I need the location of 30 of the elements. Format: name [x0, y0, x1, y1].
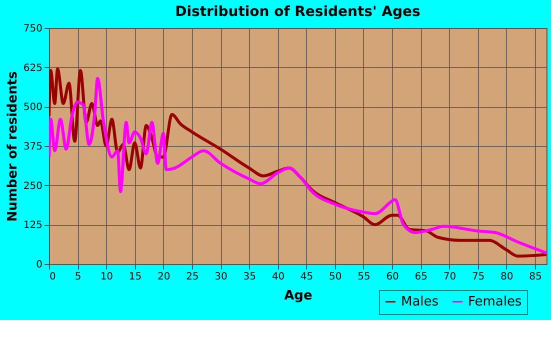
y-tick-label: 750: [23, 24, 42, 35]
legend-label: Males: [400, 294, 439, 310]
y-tick-label: 0: [36, 259, 42, 270]
x-tick-label: 60: [386, 271, 399, 282]
x-tick-label: 75: [472, 271, 485, 282]
y-tick-label: 250: [23, 180, 42, 192]
x-tick-label: 10: [100, 271, 114, 282]
x-tick-label: 0: [50, 271, 56, 282]
x-tick-label: 35: [243, 271, 256, 282]
x-tick-label: 20: [157, 271, 170, 282]
x-tick-label: 70: [443, 271, 456, 282]
y-tick-label: 375: [23, 142, 42, 152]
x-tick-label: 65: [414, 271, 428, 282]
x-tick-label: 5: [74, 271, 82, 282]
x-tick-label: 25: [186, 271, 199, 282]
x-tick-label: 40: [272, 271, 285, 282]
x-tick-label: 85: [529, 271, 542, 282]
x-tick-label: 55: [358, 271, 370, 282]
x-tick-label: 50: [329, 271, 342, 282]
y-tick-label: 125: [23, 220, 42, 232]
x-tick-label: 80: [500, 271, 514, 282]
x-tick-label: 45: [300, 271, 314, 282]
y-axis-title: Number of residents: [5, 71, 20, 222]
x-tick-label: 15: [128, 271, 142, 282]
chart-title: Distribution of Residents' Ages: [175, 4, 420, 20]
x-tick-label: 30: [214, 271, 228, 282]
y-tick-label: 500: [23, 102, 42, 114]
x-axis-title: Age: [284, 288, 312, 304]
y-tick-label: 625: [23, 62, 42, 74]
legend-label: Females: [468, 294, 522, 310]
